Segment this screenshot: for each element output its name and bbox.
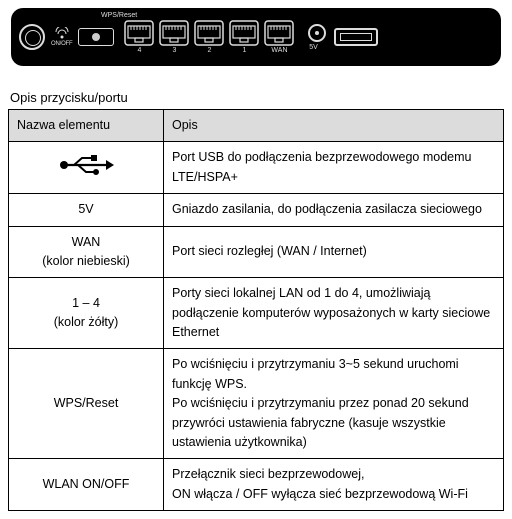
row-name	[9, 142, 164, 194]
wps-reset-button-icon	[78, 28, 114, 46]
table-row: WAN(kolor niebieski)Port sieci rozległej…	[9, 226, 504, 278]
onoff-block: ON/OFF	[51, 27, 72, 48]
col-desc-header: Opis	[164, 110, 504, 142]
table-row: WLAN ON/OFFPrzełącznik sieci bezprzewodo…	[9, 459, 504, 511]
port-label: 1	[243, 47, 247, 54]
row-desc: Port sieci rozległej (WAN / Internet)	[164, 226, 504, 278]
onoff-label: ON/OFF	[51, 41, 72, 48]
lan-port-1-icon	[229, 20, 259, 46]
wan-label: WAN	[271, 47, 287, 54]
row-name: 5V	[9, 194, 164, 226]
wps-reset-label: WPS/Reset	[101, 12, 137, 19]
router-back-panel: ON/OFF WPS/Reset 4 3 2 1 WAN 5V	[11, 8, 501, 66]
row-name: WPS/Reset	[9, 349, 164, 459]
port-label: 2	[208, 47, 212, 54]
lan-port-2-icon	[194, 20, 224, 46]
dc-label: 5V	[309, 44, 318, 51]
row-name: 1 – 4(kolor żółty)	[9, 278, 164, 349]
row-name: WLAN ON/OFF	[9, 459, 164, 511]
table-row: 1 – 4(kolor żółty)Porty sieci lokalnej L…	[9, 278, 504, 349]
lan-port-3-icon	[159, 20, 189, 46]
usb-port-icon	[334, 28, 378, 46]
port-label: 4	[138, 47, 142, 54]
row-name: WAN(kolor niebieski)	[9, 226, 164, 278]
row-desc: Port USB do podłączenia bezprzewodowego …	[164, 142, 504, 194]
table-row: WPS/ResetPo wciśnięciu i przytrzymaniu 3…	[9, 349, 504, 459]
row-desc: Przełącznik sieci bezprzewodowej,ON włąc…	[164, 459, 504, 511]
table-row: Port USB do podłączenia bezprzewodowego …	[9, 142, 504, 194]
power-switch-icon	[19, 24, 45, 50]
table-row: 5VGniazdo zasilania, do podłączenia zasi…	[9, 194, 504, 226]
dc-jack-icon	[308, 24, 326, 42]
ports-description-table: Nazwa elementu Opis Port USB do podłącze…	[8, 109, 504, 511]
usb-icon	[58, 154, 114, 182]
wan-port-icon	[264, 20, 294, 46]
row-desc: Gniazdo zasilania, do podłączenia zasila…	[164, 194, 504, 226]
row-desc: Porty sieci lokalnej LAN od 1 do 4, umoż…	[164, 278, 504, 349]
ethernet-ports: 4 3 2 1 WAN	[124, 20, 294, 54]
col-name-header: Nazwa elementu	[9, 110, 164, 142]
port-label: 3	[173, 47, 177, 54]
row-desc: Po wciśnięciu i przytrzymaniu 3~5 sekund…	[164, 349, 504, 459]
wifi-icon	[55, 27, 69, 39]
lan-port-4-icon	[124, 20, 154, 46]
table-caption: Opis przycisku/portu	[10, 90, 504, 105]
